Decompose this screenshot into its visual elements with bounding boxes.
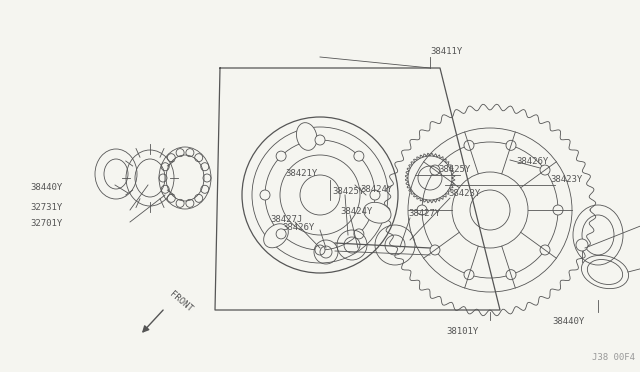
Text: 38411Y: 38411Y: [430, 48, 462, 57]
Circle shape: [315, 135, 325, 145]
Text: 38423Y: 38423Y: [448, 189, 480, 198]
Text: 38424Y: 38424Y: [340, 208, 372, 217]
Circle shape: [417, 205, 427, 215]
Text: 38101Y: 38101Y: [446, 327, 478, 337]
Text: 38424Y: 38424Y: [360, 186, 392, 195]
Circle shape: [540, 245, 550, 255]
Circle shape: [354, 229, 364, 239]
Text: J38 00F4: J38 00F4: [592, 353, 635, 362]
Circle shape: [576, 239, 588, 251]
Circle shape: [354, 151, 364, 161]
Circle shape: [540, 165, 550, 175]
Text: 38421Y: 38421Y: [285, 169, 318, 177]
Circle shape: [276, 151, 286, 161]
Text: 38427Y: 38427Y: [408, 208, 440, 218]
Ellipse shape: [296, 123, 317, 150]
Circle shape: [464, 270, 474, 280]
Circle shape: [315, 245, 325, 255]
Circle shape: [276, 229, 286, 239]
Text: 38427J: 38427J: [270, 215, 302, 224]
Text: 38423Y: 38423Y: [550, 176, 582, 185]
Text: 38440Y: 38440Y: [552, 317, 584, 327]
Ellipse shape: [264, 224, 288, 248]
Circle shape: [430, 245, 440, 255]
Circle shape: [430, 165, 440, 175]
Text: 38426Y: 38426Y: [516, 157, 548, 167]
Circle shape: [370, 190, 380, 200]
Ellipse shape: [364, 202, 391, 223]
Text: 32701Y: 32701Y: [30, 219, 62, 228]
Circle shape: [260, 190, 270, 200]
Text: 38425Y: 38425Y: [332, 187, 364, 196]
Circle shape: [506, 140, 516, 150]
Circle shape: [506, 270, 516, 280]
Circle shape: [464, 140, 474, 150]
Text: 38425Y: 38425Y: [438, 166, 470, 174]
Text: 38426Y: 38426Y: [282, 224, 314, 232]
Text: 38440Y: 38440Y: [30, 183, 62, 192]
Text: FRONT: FRONT: [168, 290, 195, 314]
Circle shape: [553, 205, 563, 215]
Text: 32731Y: 32731Y: [30, 202, 62, 212]
